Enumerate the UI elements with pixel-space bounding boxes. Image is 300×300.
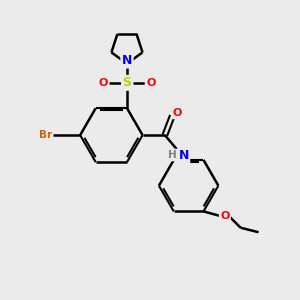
Text: Br: Br	[38, 130, 52, 140]
Text: O: O	[220, 211, 230, 221]
Text: N: N	[178, 149, 189, 162]
Text: O: O	[98, 78, 108, 88]
Text: O: O	[146, 78, 155, 88]
Text: S: S	[122, 76, 131, 89]
Text: N: N	[122, 54, 132, 67]
Text: H: H	[168, 150, 177, 160]
Text: O: O	[173, 108, 182, 118]
